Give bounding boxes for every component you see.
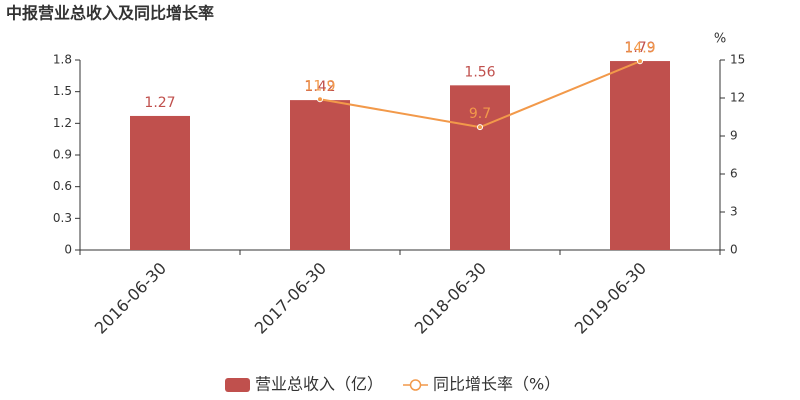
x-tick-label: 2016-06-30 bbox=[91, 259, 170, 338]
value-label: 11.9 bbox=[304, 78, 335, 94]
value-label: 1.27 bbox=[144, 95, 175, 111]
y2-axis-label: % bbox=[714, 32, 726, 47]
y-tick-label: 0.9 bbox=[53, 148, 72, 162]
bar bbox=[450, 85, 510, 250]
y-tick-label: 0.6 bbox=[53, 179, 72, 193]
y2-tick-label: 15 bbox=[730, 53, 745, 67]
value-label: 9.7 bbox=[469, 106, 491, 122]
value-label: 1.56 bbox=[464, 64, 495, 80]
chart-title: 中报营业总收入及同比增长率 bbox=[6, 4, 214, 23]
legend-label: 同比增长率（%） bbox=[433, 375, 560, 394]
x-tick-label: 2017-06-30 bbox=[251, 259, 330, 338]
y-tick-label: 1.2 bbox=[53, 116, 72, 130]
x-tick-label: 2018-06-30 bbox=[411, 259, 490, 338]
legend-swatch bbox=[225, 378, 250, 392]
y-tick-label: 1.5 bbox=[53, 84, 72, 98]
line-point bbox=[637, 58, 643, 65]
y2-tick-label: 9 bbox=[730, 129, 738, 143]
x-tick-label: 2019-06-30 bbox=[571, 259, 650, 338]
y-tick-label: 1.8 bbox=[53, 53, 72, 67]
legend-swatch bbox=[409, 379, 422, 391]
line-point bbox=[477, 124, 483, 131]
legend-label: 营业总收入（亿） bbox=[255, 375, 383, 394]
value-label: 1.79 bbox=[624, 40, 655, 56]
value-label: 14.9 bbox=[624, 40, 655, 56]
value-label: 1.42 bbox=[304, 79, 335, 95]
y2-tick-label: 0 bbox=[730, 243, 738, 257]
y2-tick-label: 6 bbox=[730, 167, 738, 181]
y2-tick-label: 12 bbox=[730, 91, 745, 105]
bar bbox=[130, 115, 190, 250]
bar bbox=[290, 100, 350, 250]
bar bbox=[610, 61, 670, 250]
y-tick-label: 0.3 bbox=[53, 211, 72, 225]
y2-tick-label: 3 bbox=[730, 205, 738, 219]
y-tick-label: 0 bbox=[64, 243, 72, 257]
line-point bbox=[317, 96, 323, 103]
